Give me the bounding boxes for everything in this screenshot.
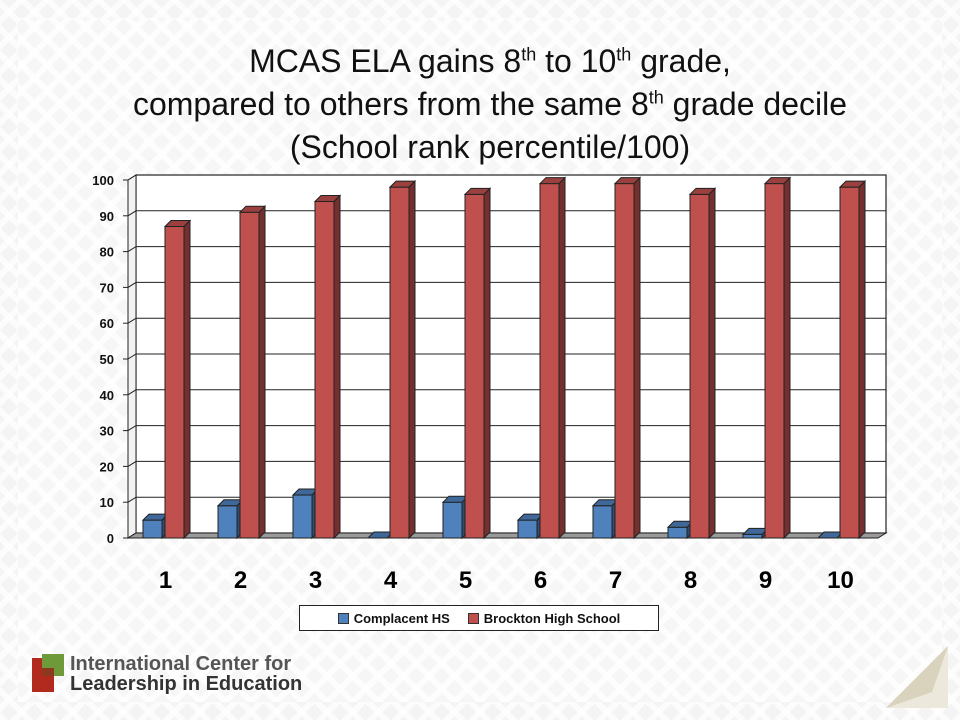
y-tick-label-30: 30 [100,424,114,439]
x-axis-tick-labels: 1 2 3 4 5 6 7 8 9 10 [159,567,854,594]
legend-entry-complacent: Complacent HS [337,610,450,626]
legend-label-complacent: Complacent HS [353,610,450,626]
title-line-1-part-b: to 10 [536,43,617,79]
bar-complacent-hs-8 [666,520,695,540]
y-tick-label-20: 20 [100,459,114,474]
bar-complacent-hs-1 [141,512,170,540]
bar-brockton-high-school-2 [238,205,267,540]
organization-logo: International Center for Leadership in E… [32,654,332,694]
x-tick-label-10: 10 [827,567,854,594]
bar-complacent-hs-6 [516,512,545,540]
title-line-2: compared to others from the same 8th gra… [40,83,940,126]
chart-bars [141,176,867,540]
x-tick-label-5: 5 [459,567,472,594]
bar-brockton-high-school-7 [613,176,642,540]
chart-legend: Complacent HS Brockton High School [299,605,659,631]
y-axis-tick-labels: 0 10 20 30 40 50 60 70 80 90 100 [92,173,114,546]
title-line-1-part-c: grade, [631,43,731,79]
title-line-1-part-a: MCAS ELA gains 8 [249,43,522,79]
title-line-2-part-a: compared to others from the same 8 [132,86,649,122]
bar-brockton-high-school-5 [463,187,492,540]
x-tick-label-9: 9 [759,567,772,594]
title-line-1-sup-2: th [616,44,632,65]
bar-brockton-high-school-8 [688,187,717,540]
logo-text-line-1: International Center for [70,653,292,675]
bar-brockton-high-school-4 [388,179,417,540]
bar-brockton-high-school-9 [763,176,792,540]
bar-brockton-high-school-10 [838,179,867,540]
bar-complacent-hs-2 [216,498,245,540]
title-line-1-sup-1: th [521,44,537,65]
bar-brockton-high-school-6 [538,176,567,540]
y-tick-label-80: 80 [100,245,114,260]
y-tick-label-0: 0 [107,531,114,546]
bar-brockton-high-school-3 [313,194,342,540]
logo-text-line-2: Leadership in Education [70,673,303,695]
logo-text: International Center for Leadership in E… [70,654,302,694]
title-line-3: (School rank percentile/100) [289,129,691,165]
x-tick-label-8: 8 [684,567,697,594]
bar-complacent-hs-5 [441,494,470,540]
title-line-1: MCAS ELA gains 8th to 10th grade, [40,40,940,83]
legend-swatch-brockton [467,612,479,624]
legend-label-brockton: Brockton High School [483,610,621,626]
title-line-2-sup: th [648,87,664,108]
gridline-100 [127,174,886,181]
title-line-2-part-b: grade decile [663,86,848,122]
bar-complacent-hs-7 [591,498,620,540]
x-tick-label-2: 2 [234,567,247,594]
y-tick-label-100: 100 [92,173,114,188]
x-tick-label-6: 6 [534,567,547,594]
bar-complacent-hs-9 [741,527,770,540]
x-tick-label-7: 7 [609,567,622,594]
y-tick-label-50: 50 [100,352,114,367]
page-curl-decoration [886,646,948,708]
y-tick-label-10: 10 [100,495,114,510]
legend-entry-brockton: Brockton High School [467,610,621,626]
x-tick-label-1: 1 [159,567,172,594]
x-tick-label-4: 4 [384,567,398,594]
bar-brockton-high-school-1 [163,219,192,540]
logo-mark-icon [32,654,64,692]
y-tick-label-90: 90 [100,209,114,224]
x-tick-label-3: 3 [309,567,322,594]
y-tick-label-60: 60 [100,316,114,331]
legend-swatch-complacent [337,612,349,624]
slide-title: MCAS ELA gains 8th to 10th grade, compar… [40,40,940,169]
y-tick-label-70: 70 [100,280,114,295]
bar-complacent-hs-3 [291,487,320,540]
y-tick-label-40: 40 [100,388,114,403]
